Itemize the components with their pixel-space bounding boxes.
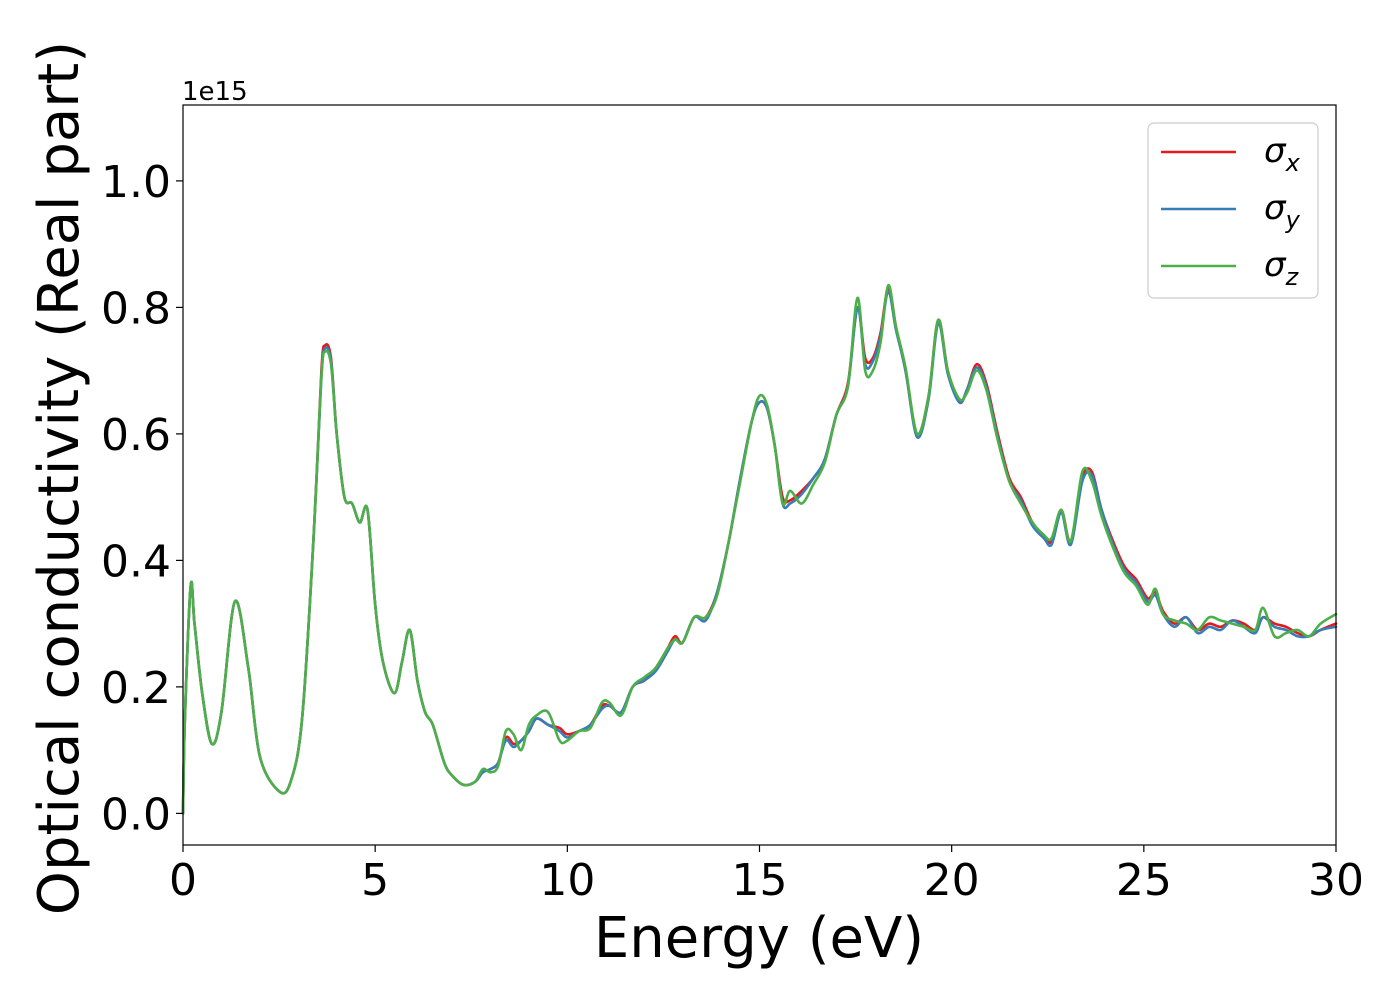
legend-box (1147, 122, 1319, 299)
x-axis: 0 5 10 15 20 25 30 (169, 845, 1364, 906)
legend-label-y: σy (1264, 188, 1301, 234)
y-tick-label: 0.0 (101, 789, 171, 840)
y-offset-label: 1e15 (182, 77, 248, 107)
y-tick-label: 0.6 (101, 410, 171, 461)
x-tick-label: 30 (1308, 855, 1364, 906)
x-axis-title: Energy (eV) (594, 906, 924, 971)
legend: σx σy σz (1147, 122, 1319, 299)
x-tick-label: 15 (732, 855, 788, 906)
legend-label-z: σz (1264, 245, 1300, 291)
x-tick-label: 25 (1116, 855, 1172, 906)
y-tick-label: 1.0 (101, 157, 171, 208)
series-layer (181, 283, 1338, 815)
y-axis-title: Optical conductivity (Real part) (27, 41, 92, 915)
legend-label-x: σx (1264, 131, 1301, 177)
x-tick-label: 0 (169, 855, 197, 906)
y-tick-label: 0.2 (101, 663, 171, 714)
y-tick-label: 0.4 (101, 536, 171, 587)
x-tick-label: 20 (924, 855, 980, 906)
y-axis: 0.0 0.2 0.4 0.6 0.8 1.0 (101, 157, 183, 840)
y-tick-label: 0.8 (101, 283, 171, 334)
series-line-z (181, 283, 1338, 815)
x-tick-label: 5 (361, 855, 389, 906)
x-tick-label: 10 (539, 855, 595, 906)
